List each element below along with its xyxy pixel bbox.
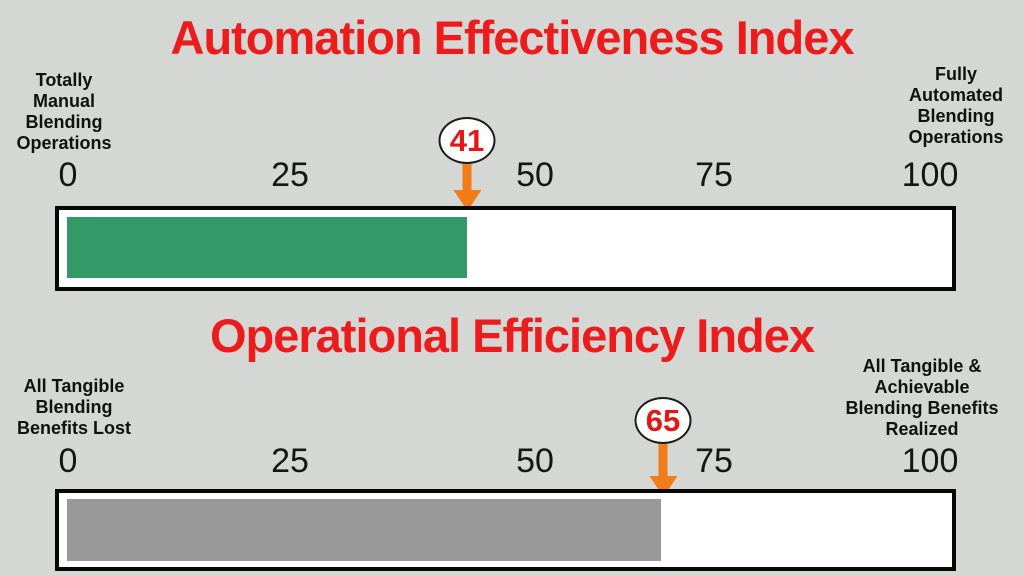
automation-min-label: Totally Manual Blending Operations — [8, 70, 120, 154]
max-label-line: Operations — [908, 127, 1004, 147]
automation-max-label: Fully Automated Blending Operations — [892, 64, 1020, 148]
efficiency-gauge-fill — [67, 499, 661, 561]
arrow-shaft — [462, 164, 472, 190]
min-label-line: Blending — [35, 397, 113, 417]
min-label-line: All Tangible — [23, 376, 125, 396]
efficiency-value: 65 — [645, 402, 681, 438]
efficiency-value-marker: 65 — [634, 397, 692, 497]
tick-label-100: 100 — [901, 442, 959, 480]
max-label-line: Automated — [909, 85, 1003, 105]
max-label-line: Blending Benefits — [845, 398, 999, 418]
efficiency-value-bubble: 65 — [634, 397, 692, 444]
automation-value-bubble: 41 — [438, 117, 496, 164]
automation-value-marker: 41 — [438, 117, 496, 211]
arrow-down-icon — [453, 190, 481, 211]
tick-label-50: 50 — [516, 156, 554, 194]
efficiency-min-label: All Tangible Blending Benefits Lost — [4, 376, 144, 439]
tick-label-0: 0 — [58, 156, 78, 194]
efficiency-axis-ticks: 0 25 50 75 100 — [0, 442, 1024, 480]
automation-axis-ticks: 0 25 50 75 100 — [0, 156, 1024, 194]
max-label-line: All Tangible & — [862, 356, 982, 376]
min-label-line: Blending — [25, 112, 103, 132]
tick-label-25: 25 — [271, 156, 309, 194]
tick-label-0: 0 — [58, 442, 78, 480]
tick-label-75: 75 — [695, 442, 733, 480]
tick-label-25: 25 — [271, 442, 309, 480]
max-label-line: Fully — [934, 64, 977, 84]
automation-gauge-track — [55, 206, 956, 291]
min-label-line: Operations — [16, 133, 112, 153]
tick-label-100: 100 — [901, 156, 959, 194]
min-label-line: Benefits Lost — [16, 418, 131, 438]
min-label-line: Totally — [35, 70, 93, 90]
max-label-line: Realized — [885, 419, 959, 439]
max-label-line: Achievable — [874, 377, 970, 397]
efficiency-max-label: All Tangible & Achievable Blending Benef… — [826, 356, 1018, 440]
automation-gauge-fill — [67, 217, 467, 278]
arrow-shaft — [658, 444, 668, 476]
automation-value: 41 — [449, 122, 485, 158]
max-label-line: Blending — [917, 106, 995, 126]
automation-effectiveness-title: Automation Effectiveness Index — [170, 11, 855, 64]
operational-efficiency-title: Operational Efficiency Index — [209, 309, 815, 362]
efficiency-gauge-track — [55, 489, 956, 571]
tick-label-50: 50 — [516, 442, 554, 480]
tick-label-75: 75 — [695, 156, 733, 194]
min-label-line: Manual — [32, 91, 95, 111]
